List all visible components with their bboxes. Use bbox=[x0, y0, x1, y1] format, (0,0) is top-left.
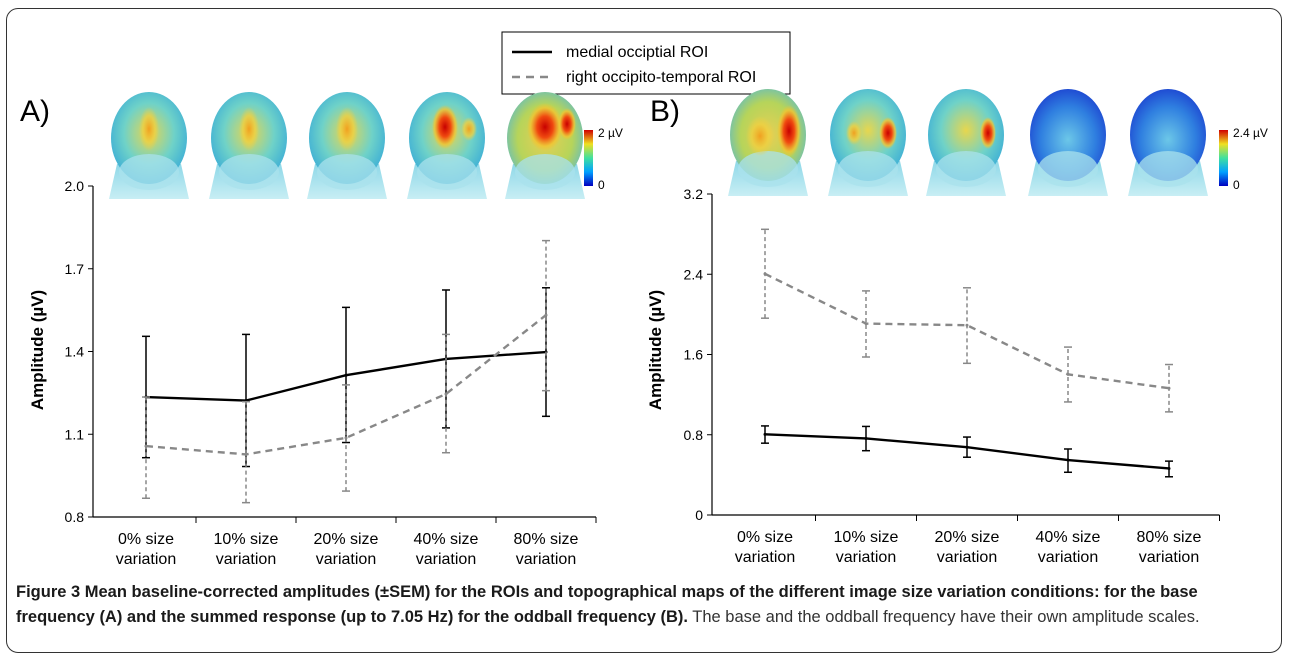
chart-b-category-label-line2: variation bbox=[735, 549, 795, 566]
chart-a-errorbar-right bbox=[342, 384, 350, 492]
chart-b-category-label-line2: variation bbox=[937, 549, 997, 566]
legend: medial occiptial ROI right occipito-temp… bbox=[501, 31, 791, 95]
panel-b-label: B) bbox=[650, 95, 680, 128]
chart-b-ylabel: Amplitude (µV) bbox=[646, 290, 665, 410]
colorbar-b-max: 2.4 µV bbox=[1233, 126, 1268, 140]
head-map-a-4 bbox=[407, 92, 487, 199]
chart-b-series-right bbox=[764, 272, 1170, 390]
caption-normal: The base and the oddball frequency have … bbox=[688, 608, 1200, 626]
chart-a-errorbar-right bbox=[542, 239, 550, 392]
colorbar-b: 2.4 µV 0 bbox=[1219, 126, 1268, 192]
chart-b-point-right bbox=[864, 322, 868, 326]
chart-b-category-label: 20% size bbox=[935, 529, 1000, 546]
chart-a-errorbar-right bbox=[242, 400, 250, 504]
topo-maps-b bbox=[728, 89, 1208, 196]
figure: medial occiptial ROI right occipito-temp… bbox=[20, 31, 1268, 568]
chart-a-ytick-label: 2.0 bbox=[65, 178, 85, 194]
head-map-a-5 bbox=[505, 92, 585, 199]
chart-b-ytick-label: 1.6 bbox=[684, 347, 704, 363]
chart-b-category-label-line2: variation bbox=[836, 549, 896, 566]
colorbar-a: 2 µV 0 bbox=[584, 126, 623, 192]
chart-a-category-label-line2: variation bbox=[316, 551, 376, 568]
chart-a-point-right bbox=[344, 436, 348, 440]
head-map-b-1 bbox=[728, 89, 808, 196]
chart-a-point-right bbox=[444, 392, 448, 396]
chart-a-category-label-line2: variation bbox=[416, 551, 476, 568]
chart-a-series-right bbox=[145, 314, 547, 456]
chart-b-point-medial bbox=[864, 436, 868, 440]
chart-b-errorbar-right bbox=[862, 290, 870, 358]
chart-b-point-right bbox=[1167, 386, 1171, 390]
chart-a-ytick-label: 1.7 bbox=[65, 261, 85, 277]
colorbar-a-max: 2 µV bbox=[598, 126, 623, 140]
legend-label-medial: medial occiptial ROI bbox=[566, 44, 708, 61]
chart-a-point-medial bbox=[344, 373, 348, 377]
chart-a-category-label: 80% size bbox=[514, 531, 579, 548]
head-map-b-4 bbox=[1028, 89, 1108, 196]
head-map-a-2 bbox=[209, 92, 289, 199]
legend-box bbox=[501, 31, 791, 95]
colorbar-b-min: 0 bbox=[1233, 178, 1240, 192]
chart-a-category-label: 40% size bbox=[414, 531, 479, 548]
chart-b-ytick-label: 0.8 bbox=[684, 427, 704, 443]
chart-b-errorbar-right bbox=[1064, 346, 1072, 403]
chart-b-category-label-line2: variation bbox=[1139, 549, 1199, 566]
figure-caption: Figure 3 Mean baseline-corrected amplitu… bbox=[16, 580, 1271, 630]
head-map-b-5 bbox=[1128, 89, 1208, 196]
head-map-a-1 bbox=[109, 92, 189, 199]
chart-a-category-label: 20% size bbox=[314, 531, 379, 548]
chart-a-category-label-line2: variation bbox=[516, 551, 576, 568]
chart-a-category-label: 10% size bbox=[214, 531, 279, 548]
chart-a-ylabel: Amplitude (µV) bbox=[28, 290, 47, 410]
chart-b-point-medial bbox=[1066, 458, 1070, 462]
chart-a-category-label-line2: variation bbox=[216, 551, 276, 568]
chart-a-ytick-label: 1.4 bbox=[65, 344, 85, 360]
chart-a-point-right bbox=[244, 452, 248, 456]
colorbar-a-min: 0 bbox=[598, 178, 605, 192]
head-map-b-3 bbox=[926, 89, 1006, 196]
chart-b-point-medial bbox=[1167, 466, 1171, 470]
chart-b-point-medial bbox=[763, 432, 767, 436]
chart-a-category-label: 0% size bbox=[118, 531, 174, 548]
chart-b-point-medial bbox=[965, 445, 969, 449]
topo-maps-a bbox=[109, 92, 585, 199]
chart-b-ytick-label: 3.2 bbox=[684, 186, 704, 202]
chart-a-errorbar-right bbox=[142, 396, 150, 499]
chart-b-point-right bbox=[965, 323, 969, 327]
chart-b-category-label: 10% size bbox=[834, 529, 899, 546]
chart-b-ytick-label: 2.4 bbox=[684, 266, 704, 282]
chart-a-ytick-label: 0.8 bbox=[65, 509, 85, 525]
chart-b-ytick-label: 0 bbox=[695, 507, 703, 523]
chart-b: Amplitude (µV) 0 0.8 1.6 2.4 3.2 0% size varia… bbox=[646, 186, 1220, 566]
chart-a: Amplitude (µV) 0.8 1.1 1.4 1.7 2.0 0% size var… bbox=[28, 178, 597, 568]
chart-b-category-label: 40% size bbox=[1036, 529, 1101, 546]
colorbar-a-gradient bbox=[584, 130, 593, 186]
head-map-a-3 bbox=[307, 92, 387, 199]
chart-b-category-label: 0% size bbox=[737, 529, 793, 546]
figure-frame bbox=[6, 8, 1282, 653]
chart-b-point-right bbox=[1066, 372, 1070, 376]
legend-label-right: right occipito-temporal ROI bbox=[566, 69, 756, 86]
chart-b-category-label: 80% size bbox=[1137, 529, 1202, 546]
chart-a-ytick-label: 1.1 bbox=[65, 426, 85, 442]
chart-b-point-right bbox=[763, 272, 767, 276]
colorbar-b-gradient bbox=[1219, 130, 1228, 186]
chart-a-point-right bbox=[544, 313, 548, 317]
head-map-b-2 bbox=[828, 89, 908, 196]
chart-b-category-label-line2: variation bbox=[1038, 549, 1098, 566]
chart-a-point-right bbox=[144, 444, 148, 448]
chart-a-category-label-line2: variation bbox=[116, 551, 176, 568]
caption-bold: Figure 3 Mean baseline-corrected amplitu… bbox=[16, 583, 1198, 626]
panel-a-label: A) bbox=[20, 95, 50, 128]
